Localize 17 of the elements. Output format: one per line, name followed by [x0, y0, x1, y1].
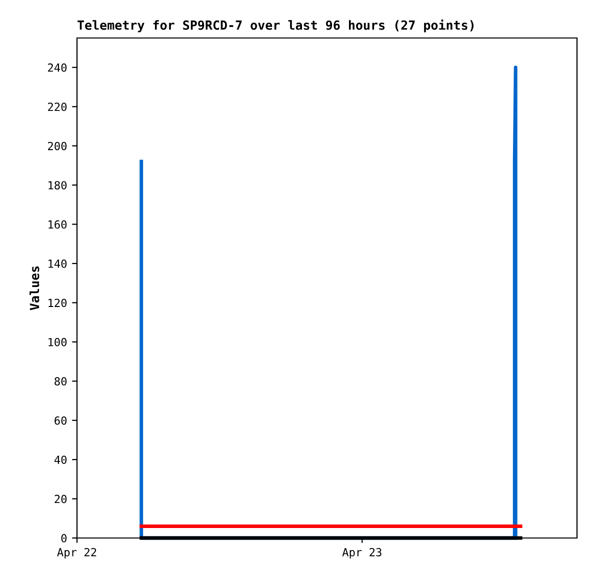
y-tick-label: 180 — [48, 181, 67, 190]
x-tick-label: Apr 22 — [57, 548, 96, 559]
y-tick-label: 0 — [61, 534, 67, 542]
y-tick-label: 60 — [54, 416, 67, 425]
y-axis-title: Values — [30, 266, 40, 310]
y-tick-label: 40 — [54, 456, 67, 464]
y-tick-label: 120 — [48, 298, 67, 308]
y-tick-label: 200 — [48, 142, 67, 150]
chart-title: Telemetry for SP9RCD-7 over last 96 hours (27 points) — [78, 20, 474, 32]
x-tick-label: Apr 23 — [342, 548, 382, 559]
y-tick-label: 100 — [48, 338, 67, 346]
y-tick-label: 160 — [48, 220, 67, 229]
y-tick-label: 240 — [48, 63, 67, 72]
y-tick-label: 20 — [54, 494, 67, 504]
y-tick-label: 140 — [48, 259, 67, 268]
y-tick-label: 80 — [54, 377, 67, 386]
y-tick-label: 220 — [48, 102, 67, 112]
